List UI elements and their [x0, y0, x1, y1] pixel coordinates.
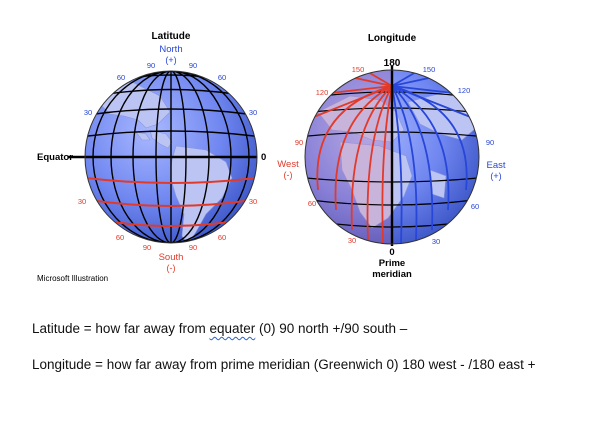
north-degree-label: 90 — [189, 61, 197, 70]
west-degree-label: 30 — [348, 236, 356, 245]
equator-value: 0 — [261, 152, 266, 163]
latitude-globe: Latitude North (+) 90 90 60 60 30 30 Equ… — [37, 31, 266, 283]
north-degree-label: 30 — [249, 108, 257, 117]
east-degree-label: 60 — [471, 202, 479, 211]
spellcheck-word: equater — [209, 321, 256, 336]
equator-label: Equator — [37, 152, 73, 163]
east-label: East — [486, 160, 505, 171]
latitude-definition-start: Latitude = how far away from — [32, 321, 210, 336]
east-degree-label: 90 — [486, 138, 494, 147]
south-degree-label: 30 — [249, 197, 257, 206]
south-degree-label: 90 — [189, 243, 197, 252]
prime-meridian-label: Prime — [379, 258, 405, 269]
south-degree-label: 90 — [143, 243, 151, 252]
latitude-definition-end: (0) 90 north +/90 south – — [255, 321, 408, 336]
north-degree-label: 60 — [117, 73, 125, 82]
west-degree-label: 120 — [316, 88, 329, 97]
longitude-definition: Longitude = how far away from prime meri… — [32, 357, 536, 372]
latitude-title: Latitude — [152, 31, 191, 42]
latitude-north-sign: (+) — [165, 55, 176, 65]
east-sign: (+) — [490, 171, 501, 181]
west-degree-label: 60 — [308, 199, 316, 208]
east-meridians — [391, 71, 479, 244]
latitude-definition: Latitude = how far away from equater (0)… — [32, 320, 407, 337]
south-degree-label: 60 — [218, 233, 226, 242]
west-hemisphere-shade — [305, 70, 392, 244]
credit-label: Microsoft Illustration — [37, 274, 108, 283]
latitude-globe-north-parallels — [87, 74, 255, 137]
west-sign: (-) — [284, 170, 293, 180]
north-degree-label: 60 — [218, 73, 226, 82]
east-degree-label: 120 — [458, 86, 471, 95]
longitude-bottom-value: 0 — [389, 247, 394, 258]
longitude-title: Longitude — [368, 33, 417, 44]
latitude-north-label: North — [159, 44, 182, 55]
west-degree-label: 90 — [295, 138, 303, 147]
latitude-south-label: South — [159, 252, 184, 263]
longitude-globe-outline — [304, 69, 480, 245]
east-degree-label: 150 — [423, 65, 436, 74]
globes-diagram: Latitude North (+) 90 90 60 60 30 30 Equ… — [37, 31, 506, 283]
longitude-top-value: 180 — [384, 58, 401, 69]
prime-meridian-label-2: meridian — [372, 269, 412, 280]
latitude-globe-outline — [84, 70, 258, 244]
longitude-globe: Longitude 180 150 120 90 60 30 150 120 9… — [277, 33, 506, 280]
east-degree-label: 30 — [432, 237, 440, 246]
north-degree-label: 90 — [147, 61, 155, 70]
west-degree-label: 150 — [352, 65, 365, 74]
north-degree-label: 30 — [84, 108, 92, 117]
south-degree-label: 30 — [78, 197, 86, 206]
south-degree-label: 60 — [116, 233, 124, 242]
latitude-south-sign: (-) — [167, 263, 176, 273]
west-meridians — [305, 71, 393, 244]
west-label: West — [277, 159, 299, 170]
